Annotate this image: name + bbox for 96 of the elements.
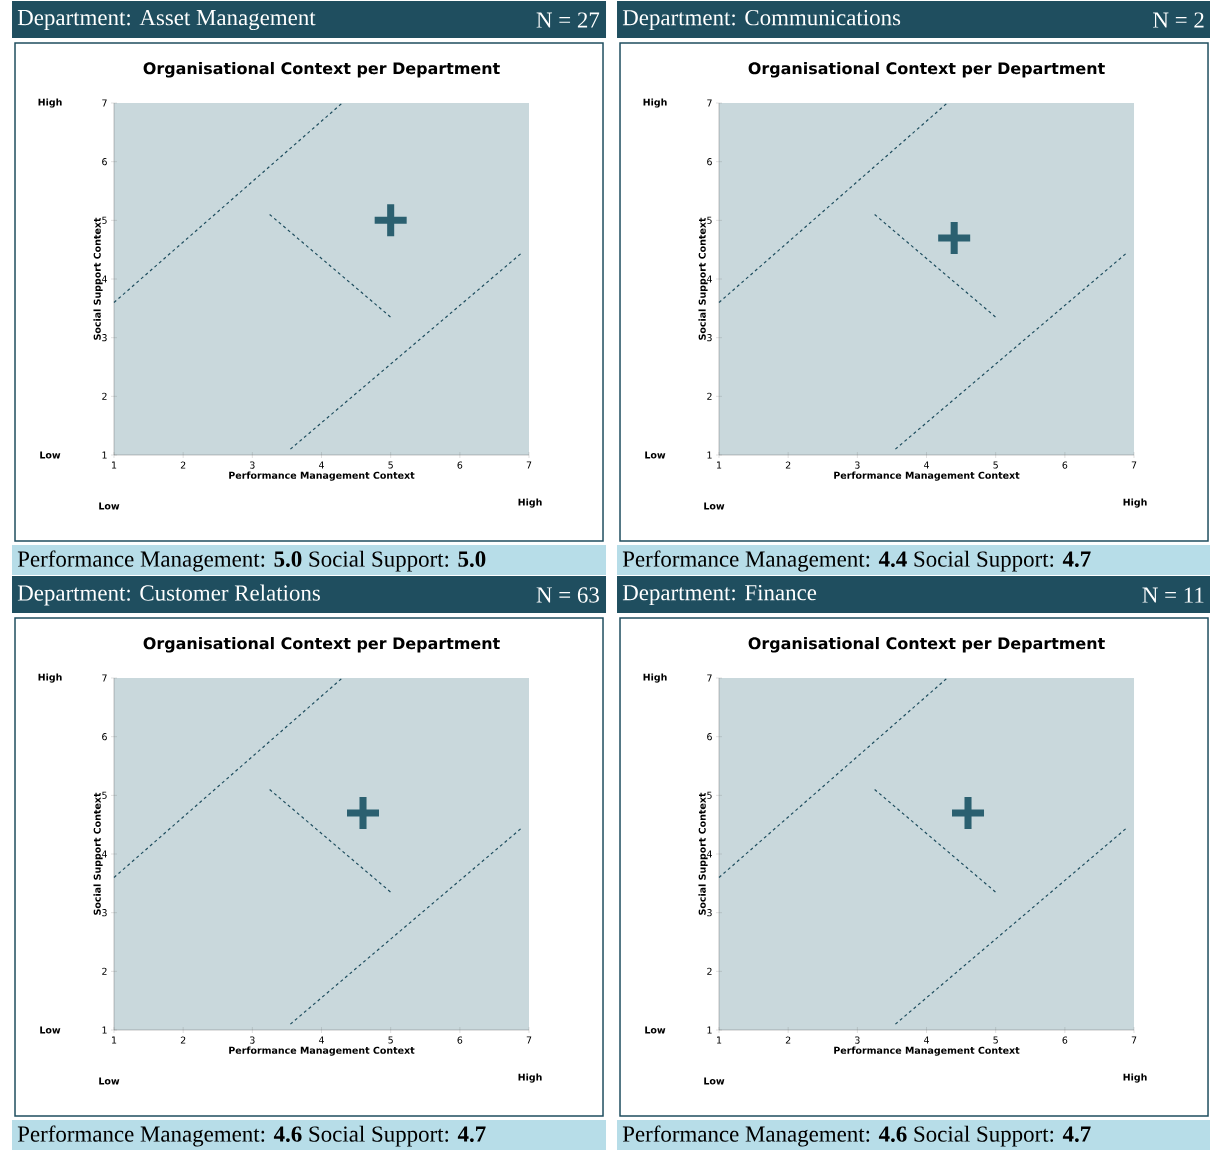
text: Performance Management: 4.6 Social Support: 4.7 [622, 1125, 1091, 1147]
text: Department: Customer Relations [17, 584, 320, 606]
x-tick-label: 3 [855, 461, 860, 469]
x-tick-label: 6 [1062, 1036, 1068, 1044]
y-axis-title: Social Support Context [93, 217, 103, 340]
x-tick-label: 6 [457, 1036, 463, 1044]
text: Low [704, 1077, 725, 1085]
chart-title: Organisational Context per Department [143, 61, 500, 78]
text: Performance Management: 5.0 Social Support: 5.0 [17, 550, 486, 572]
x-tick-label: 7 [1131, 1036, 1137, 1044]
x-tick-label: 2 [785, 461, 791, 469]
text: High [643, 98, 667, 108]
x-tick-label: 3 [250, 1036, 255, 1044]
x-tick-label: 5 [388, 461, 393, 469]
y-axis-title: Social Support Context [698, 792, 708, 915]
text: High [518, 498, 542, 508]
y-tick-label: 2 [102, 967, 107, 975]
text: Performance Management: 4.4 Social Support: 4.7 [622, 550, 1091, 572]
x-tick-label: 1 [717, 461, 722, 469]
text: N = 27 [536, 12, 600, 28]
y-tick-label: 4 [706, 275, 712, 283]
text: N = 63 [536, 587, 599, 603]
text: High [1123, 498, 1147, 508]
y-tick-label: 6 [707, 158, 712, 166]
text: N = 2 [1153, 12, 1204, 28]
y-tick-label: 3 [707, 909, 712, 917]
text: High [38, 98, 62, 108]
y-tick-label: 5 [707, 216, 712, 224]
x-tick-label: 1 [112, 461, 117, 469]
y-tick-label: 2 [707, 392, 712, 400]
y-tick-label: 7 [707, 99, 712, 107]
text: High [1123, 1073, 1147, 1083]
text: High [38, 673, 62, 683]
y-tick-label: 4 [101, 850, 107, 858]
x-tick-label: 3 [250, 461, 255, 469]
text: Low [645, 451, 666, 459]
x-tick-label: 2 [180, 1036, 186, 1044]
y-tick-label: 5 [102, 216, 107, 224]
text: Department: Asset Management [17, 9, 316, 31]
y-tick-label: 6 [102, 733, 107, 741]
x-tick-label: 2 [785, 1036, 791, 1044]
x-tick-label: 5 [993, 461, 998, 469]
text: Low [40, 451, 61, 459]
text: Low [704, 502, 725, 510]
x-tick-label: 6 [457, 461, 463, 469]
x-axis-title: Performance Management Context [229, 1046, 415, 1056]
y-axis-title: Social Support Context [93, 792, 103, 915]
x-tick-label: 4 [318, 461, 324, 469]
x-tick-label: 5 [993, 1036, 998, 1044]
text: N = 11 [1142, 587, 1204, 603]
y-tick-label: 2 [707, 967, 712, 975]
y-tick-label: 3 [707, 334, 712, 342]
y-tick-label: 6 [707, 733, 712, 741]
x-tick-label: 4 [318, 1036, 324, 1044]
y-tick-label: 1 [707, 1026, 712, 1034]
x-tick-label: 1 [112, 1036, 117, 1044]
x-tick-label: 3 [855, 1036, 860, 1044]
x-tick-label: 1 [717, 1036, 722, 1044]
y-tick-label: 2 [102, 392, 107, 400]
x-tick-label: 2 [180, 461, 186, 469]
y-tick-label: 4 [706, 850, 712, 858]
y-tick-label: 1 [707, 451, 712, 459]
y-tick-label: 1 [102, 451, 107, 459]
text: Department: Communications [622, 9, 901, 31]
y-tick-label: 1 [102, 1026, 107, 1034]
y-axis-title: Social Support Context [698, 217, 708, 340]
y-tick-label: 4 [101, 275, 107, 283]
x-tick-label: 7 [526, 461, 532, 469]
text: High [643, 673, 667, 683]
x-axis-title: Performance Management Context [834, 471, 1020, 481]
x-tick-label: 4 [923, 1036, 929, 1044]
x-tick-label: 7 [526, 1036, 532, 1044]
x-tick-label: 4 [923, 461, 929, 469]
y-tick-label: 3 [102, 909, 107, 917]
y-tick-label: 3 [102, 334, 107, 342]
text: Low [99, 502, 120, 510]
text: Low [40, 1026, 61, 1034]
x-axis-title: Performance Management Context [229, 471, 415, 481]
chart-title: Organisational Context per Department [748, 61, 1105, 78]
x-tick-label: 6 [1062, 461, 1068, 469]
y-tick-label: 7 [102, 99, 107, 107]
y-tick-label: 7 [707, 674, 712, 682]
y-tick-label: 5 [707, 791, 712, 799]
x-axis-title: Performance Management Context [834, 1046, 1020, 1056]
y-tick-label: 7 [102, 674, 107, 682]
x-tick-label: 7 [1131, 461, 1137, 469]
text: Performance Management: 4.6 Social Support: 4.7 [17, 1125, 486, 1147]
text: Low [99, 1077, 120, 1085]
x-tick-label: 5 [388, 1036, 393, 1044]
chart-title: Organisational Context per Department [748, 636, 1105, 653]
text: High [518, 1073, 542, 1083]
text: Department: Finance [622, 584, 817, 606]
y-tick-label: 5 [102, 791, 107, 799]
y-tick-label: 6 [102, 158, 107, 166]
chart-title: Organisational Context per Department [143, 636, 500, 653]
text: Low [645, 1026, 666, 1034]
